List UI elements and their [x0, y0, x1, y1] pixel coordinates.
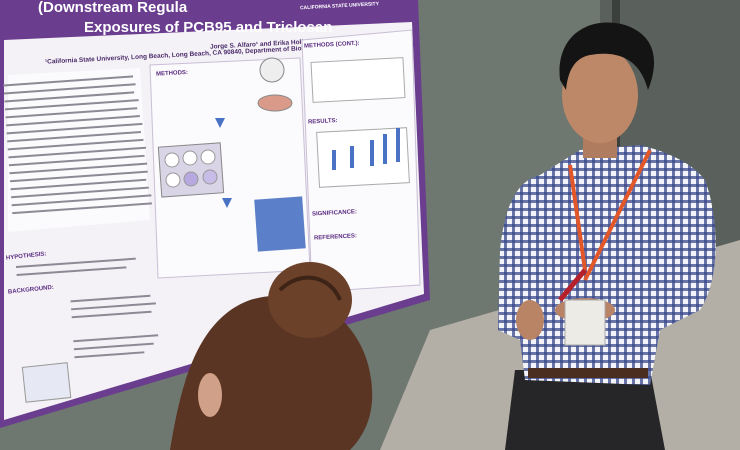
figure-bars	[332, 128, 400, 170]
shape	[200, 149, 216, 165]
shape	[9, 170, 148, 183]
section-heading: METHODS (CONT.):	[304, 41, 360, 50]
shape	[164, 152, 180, 168]
belt	[528, 368, 648, 378]
arrow	[215, 118, 225, 128]
shape	[73, 334, 159, 343]
text-lines	[3, 75, 159, 359]
shape	[7, 131, 141, 143]
poster-title: (Downstream Regula	[38, 0, 188, 16]
section-heading: METHODS:	[156, 70, 188, 78]
shape	[396, 128, 400, 162]
poster-title: Exposures of PCB95 and Triclosan	[84, 19, 332, 36]
shape	[15, 257, 136, 269]
face	[562, 47, 638, 143]
section-heading: BACKGROUND:	[8, 285, 54, 296]
shape	[3, 83, 136, 95]
shape	[3, 75, 134, 87]
shirt	[498, 145, 716, 385]
shape	[332, 150, 336, 170]
shape	[70, 294, 151, 303]
shape	[6, 122, 143, 135]
shape	[74, 351, 145, 359]
shape	[4, 99, 139, 111]
man	[498, 22, 716, 450]
shape	[278, 275, 342, 301]
petri-dish	[257, 94, 293, 112]
pen	[558, 268, 587, 302]
shape	[71, 302, 156, 311]
shape	[9, 162, 148, 175]
shape	[165, 172, 181, 188]
shape	[16, 266, 127, 277]
brain-icon	[259, 57, 285, 83]
arrow	[222, 198, 232, 208]
shape	[198, 373, 222, 417]
shape	[383, 134, 387, 164]
shape	[8, 146, 147, 159]
shape	[4, 91, 135, 103]
shape	[183, 171, 199, 187]
section-heading: HYPOTHESIS:	[6, 251, 47, 261]
shape	[8, 154, 145, 167]
trousers	[505, 370, 665, 450]
hand	[516, 300, 544, 340]
badge	[564, 299, 606, 346]
hair	[559, 22, 655, 90]
shape	[12, 202, 152, 215]
university-banner: CALIFORNIA STATE UNIVERSITY	[300, 1, 380, 11]
shape	[202, 169, 218, 185]
lanyard	[568, 149, 652, 281]
shape	[11, 194, 152, 207]
shape	[11, 186, 149, 199]
graph-figure	[310, 57, 406, 103]
shape	[10, 178, 147, 191]
shape	[6, 115, 140, 127]
shape	[73, 342, 154, 351]
bar-chart-figure	[316, 127, 410, 188]
shape	[350, 146, 354, 168]
section-heading: SIGNIFICANCE:	[312, 209, 357, 217]
woman	[170, 262, 373, 450]
section-heading: RESULTS:	[308, 118, 338, 126]
diagram-figure	[21, 362, 72, 403]
table-figure	[254, 196, 306, 252]
shape	[5, 107, 138, 119]
shape	[71, 310, 152, 319]
shape	[182, 150, 198, 166]
wells	[164, 149, 218, 188]
section-heading: REFERENCES:	[314, 233, 357, 241]
shape	[370, 140, 374, 166]
shape	[7, 138, 144, 151]
